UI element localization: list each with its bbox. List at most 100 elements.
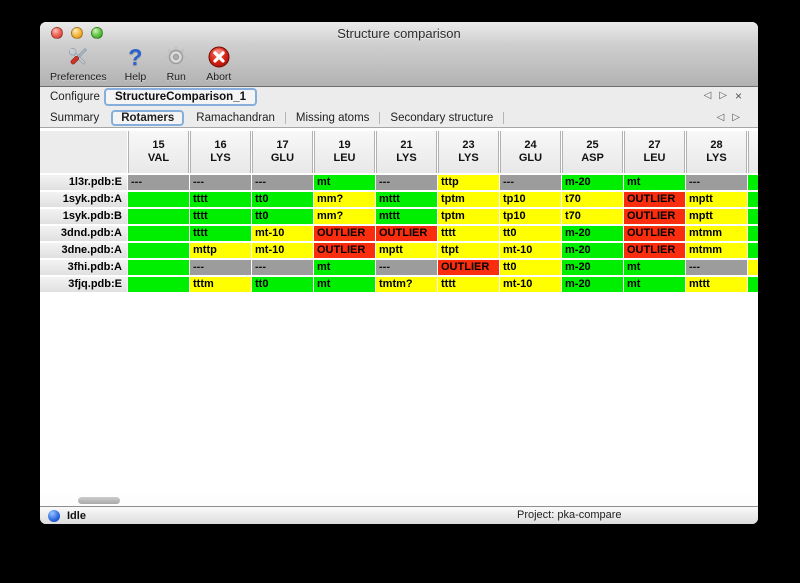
rotamer-cell-partial[interactable]: t (748, 192, 758, 207)
row-label[interactable]: 3fjq.pdb:E (40, 277, 127, 292)
tab-summary[interactable]: Summary (50, 111, 100, 124)
rotamer-cell-partial[interactable]: t (748, 226, 758, 241)
rotamer-cell[interactable]: t (128, 192, 189, 207)
rotamer-cell[interactable]: mttp (190, 243, 251, 258)
row-label[interactable]: 1l3r.pdb:E (40, 175, 127, 190)
column-header[interactable]: 17 GLU (252, 131, 313, 173)
rotamer-cell[interactable]: m-20 (562, 226, 623, 241)
rotamer-cell[interactable]: tttt (190, 209, 251, 224)
rotamer-cell[interactable]: t (128, 243, 189, 258)
rotamer-cell[interactable]: OUTLIER (314, 226, 375, 241)
rotamer-cell[interactable]: OUTLIER (624, 226, 685, 241)
row-label[interactable]: 3fhi.pdb:A (40, 260, 127, 275)
rotamer-cell[interactable]: OUTLIER (624, 243, 685, 258)
rotamer-cell[interactable]: t (128, 209, 189, 224)
scrollbar-thumb[interactable] (78, 497, 120, 504)
column-header-partial[interactable] (748, 131, 758, 173)
rotamer-cell[interactable]: tp10 (500, 209, 561, 224)
rotamer-cell[interactable]: m-20 (562, 243, 623, 258)
rotamer-cell[interactable]: mtmm (686, 243, 747, 258)
rotamer-cell[interactable]: --- (252, 175, 313, 190)
config-tab-selected[interactable]: StructureComparison_1 (104, 88, 258, 106)
column-header[interactable]: 25 ASP (562, 131, 623, 173)
rotamer-cell[interactable]: tmtm? (376, 277, 437, 292)
tab-missing-atoms[interactable]: Missing atoms (295, 111, 370, 124)
rotamer-cell[interactable]: --- (686, 175, 747, 190)
rotamer-cell-partial[interactable]: t (748, 209, 758, 224)
rotamer-cell[interactable]: OUTLIER (438, 260, 499, 275)
tab-rotamers[interactable]: Rotamers (111, 109, 185, 126)
tab-ramachandran[interactable]: Ramachandran (196, 111, 275, 124)
rotamer-cell[interactable]: OUTLIER (624, 192, 685, 207)
rotamer-cell[interactable]: --- (376, 260, 437, 275)
row-label[interactable]: 1syk.pdb:A (40, 192, 127, 207)
rotamer-cell[interactable]: t (128, 226, 189, 241)
rotamer-cell[interactable]: mt (314, 260, 375, 275)
column-header[interactable]: 27 LEU (624, 131, 685, 173)
column-header[interactable]: 16 LYS (190, 131, 251, 173)
rotamer-cell[interactable]: tt0 (252, 277, 313, 292)
rotamer-cell[interactable]: m-20 (562, 277, 623, 292)
row-label[interactable]: 3dne.pdb:A (40, 243, 127, 258)
rotamer-cell[interactable]: mttt (376, 209, 437, 224)
rotamer-cell-partial[interactable]: t (748, 175, 758, 190)
rotamer-cell[interactable]: mptt (686, 209, 747, 224)
rotamer-cell[interactable]: mt (624, 260, 685, 275)
close-config-icon[interactable]: × (734, 89, 742, 103)
prev-tab-arrow[interactable]: ◁ (716, 112, 725, 123)
rotamer-cell-partial[interactable]: t (748, 243, 758, 258)
rotamer-cell[interactable]: t (128, 277, 189, 292)
rotamer-cell[interactable]: mptt (376, 243, 437, 258)
prev-config-arrow[interactable]: ◁ (703, 90, 712, 101)
rotamer-cell[interactable]: mt-10 (252, 226, 313, 241)
rotamer-cell[interactable]: tt0 (500, 226, 561, 241)
rotamer-cell[interactable]: tt0 (252, 192, 313, 207)
rotamer-cell[interactable]: mt (314, 175, 375, 190)
rotamer-cell[interactable]: --- (500, 175, 561, 190)
rotamer-cell[interactable]: ttpt (438, 243, 499, 258)
rotamer-cell[interactable]: --- (190, 260, 251, 275)
rotamer-cell[interactable]: mt (624, 277, 685, 292)
abort-button[interactable]: Abort (202, 42, 235, 83)
rotamer-cell[interactable]: m-20 (562, 175, 623, 190)
rotamer-cell[interactable]: tttt (438, 226, 499, 241)
title-bar[interactable]: Structure comparison (40, 22, 758, 42)
rotamer-cell[interactable]: OUTLIER (314, 243, 375, 258)
rotamer-cell[interactable]: tttp (438, 175, 499, 190)
next-tab-arrow[interactable]: ▷ (732, 112, 740, 123)
rotamer-cell[interactable]: mtmm (686, 226, 747, 241)
run-button[interactable]: Run (160, 42, 192, 83)
preferences-button[interactable]: Preferences (46, 42, 111, 83)
rotamer-cell[interactable]: tt0 (500, 260, 561, 275)
rotamer-cell[interactable]: t (128, 260, 189, 275)
rotamer-cell[interactable]: mptt (686, 192, 747, 207)
rotamer-cell[interactable]: --- (128, 175, 189, 190)
help-button[interactable]: ? Help (121, 42, 151, 83)
rotamer-cell[interactable]: tttt (190, 192, 251, 207)
column-header[interactable]: 23 LYS (438, 131, 499, 173)
rotamer-cell[interactable]: t70 (562, 209, 623, 224)
rotamer-cell[interactable]: --- (686, 260, 747, 275)
row-label[interactable]: 1syk.pdb:B (40, 209, 127, 224)
rotamer-cell[interactable]: mt-10 (500, 243, 561, 258)
rotamer-cell[interactable]: --- (190, 175, 251, 190)
rotamer-cell[interactable]: tptm (438, 192, 499, 207)
rotamer-cell[interactable]: mt-10 (500, 277, 561, 292)
rotamer-cell[interactable]: OUTLIER (624, 209, 685, 224)
rotamer-cell[interactable]: mm? (314, 209, 375, 224)
rotamer-cell[interactable]: mttt (686, 277, 747, 292)
rotamer-cell[interactable]: m-20 (562, 260, 623, 275)
rotamer-cell[interactable]: tptm (438, 209, 499, 224)
rotamer-cell[interactable]: tp10 (500, 192, 561, 207)
horizontal-scrollbar[interactable] (40, 495, 758, 507)
column-header[interactable]: 15 VAL (128, 131, 189, 173)
column-header[interactable]: 21 LYS (376, 131, 437, 173)
rotamer-cell[interactable]: t70 (562, 192, 623, 207)
rotamer-cell[interactable]: mt (314, 277, 375, 292)
rotamer-cell[interactable]: mt (624, 175, 685, 190)
close-button[interactable] (51, 27, 63, 39)
next-config-arrow[interactable]: ▷ (719, 90, 727, 101)
rotamer-cell[interactable]: mttt (376, 192, 437, 207)
column-header[interactable]: 19 LEU (314, 131, 375, 173)
rotamer-cell[interactable]: tttt (438, 277, 499, 292)
